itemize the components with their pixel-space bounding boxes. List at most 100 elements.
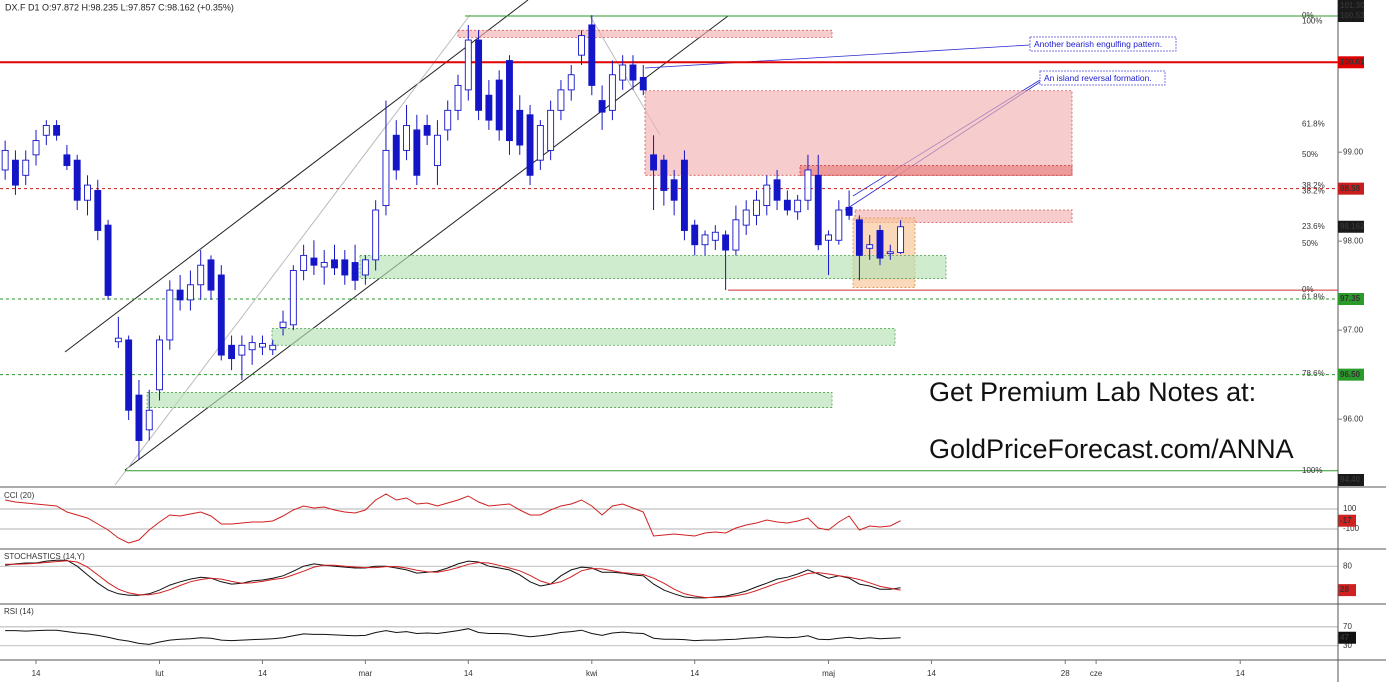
y-tick-label: 100: [1343, 504, 1357, 513]
candle-body: [423, 125, 431, 136]
candle-body: [629, 64, 637, 81]
price-tag: [1338, 293, 1364, 306]
indicators: CCI (20) -100 100 -17 STOCHASTICS (14,Y) 80 28…: [0, 491, 1360, 650]
indicator-line: [5, 560, 901, 598]
candle-body: [855, 219, 863, 256]
candle-body: [444, 109, 452, 131]
candle-body: [104, 224, 112, 296]
candle-body: [588, 24, 596, 86]
x-tick-label: mar: [358, 669, 372, 678]
y-tick-label: 80: [1343, 561, 1352, 570]
candle-body: [310, 257, 318, 266]
y-tick-label: 97.00: [1343, 325, 1364, 334]
candle-body: [433, 134, 441, 166]
value-tag: [1338, 514, 1356, 527]
zone: [271, 327, 896, 346]
y-tick-label: 96.00: [1343, 414, 1364, 423]
price-tag: [1338, 368, 1364, 381]
candle-body: [773, 179, 781, 201]
candle-body: [753, 199, 760, 216]
candle-body: [32, 140, 40, 156]
x-tick-label: maj: [822, 669, 835, 678]
indicator-line: [5, 493, 901, 544]
zone: [644, 90, 1073, 176]
price-tag: [1338, 56, 1364, 69]
candle-body: [156, 339, 163, 391]
x-tick-label: 28: [1061, 669, 1070, 678]
zone: [359, 255, 947, 279]
axes: 14 lut 14 mar 14 kwi 14 maj 14 28 cze 14 96.00 97.00 9…: [32, 0, 1365, 678]
price-tag-label: 101.30: [1340, 1, 1365, 10]
candle-body: [783, 199, 791, 211]
annotation-box: [1029, 36, 1177, 52]
candle-body: [392, 134, 400, 171]
candle-body: [186, 284, 194, 301]
candle-body: [598, 100, 606, 113]
x-tick-label: 14: [690, 669, 699, 678]
candle-body: [351, 262, 359, 281]
candle-body: [94, 189, 102, 231]
candle-body: [835, 209, 843, 241]
price-tag-label: 100.01: [1340, 57, 1365, 66]
annotation: An island reversal formation.: [1044, 73, 1152, 83]
price-tag: [1338, 220, 1364, 233]
candle-body: [228, 344, 236, 360]
candle-body: [485, 94, 493, 121]
candle-body: [866, 244, 874, 249]
candle-body: [670, 179, 678, 201]
candle-body: [506, 60, 513, 142]
fib-label: 50%: [1302, 150, 1318, 159]
value-tag-label: -17: [1340, 516, 1352, 525]
candle-body: [217, 274, 225, 356]
x-tick-label: lut: [155, 669, 164, 678]
price-tag-label: 98.59: [1340, 184, 1361, 193]
candle-body: [341, 259, 349, 276]
candle-body: [73, 159, 81, 201]
zone: [799, 165, 1073, 176]
candle-body: [876, 230, 884, 259]
candle-body: [639, 76, 647, 91]
candle-body: [382, 149, 390, 207]
promo-text: GoldPriceForecast.com/ANNA: [929, 434, 1294, 464]
candle-body: [578, 35, 585, 56]
candle-body: [814, 174, 822, 246]
indicator-title: RSI (14): [4, 607, 34, 616]
candle-body: [403, 125, 410, 151]
candle-body: [1, 149, 9, 171]
candle-body: [84, 184, 91, 201]
indicator-line: [5, 559, 901, 599]
fib-label: 23.6%: [1302, 222, 1325, 231]
candle-body: [722, 234, 730, 251]
candle-body: [650, 154, 658, 171]
candle-body: [495, 79, 503, 131]
candle-body: [125, 339, 133, 411]
price-tag-label: 96.50: [1340, 370, 1361, 379]
candle-body: [845, 206, 853, 216]
candle-body: [269, 344, 277, 351]
candle-body: [516, 109, 524, 146]
y-tick-label: 70: [1343, 622, 1352, 631]
candle-body: [248, 342, 256, 351]
candle-body: [372, 209, 380, 261]
zones: [146, 29, 1073, 408]
candle-body: [289, 270, 297, 326]
price-tag-label: 94.40: [1340, 475, 1361, 484]
price-tag: [1338, 0, 1364, 12]
candle-body: [279, 321, 287, 328]
candle-body: [63, 154, 71, 166]
price-tag: [1338, 182, 1364, 195]
fib-label: 50%: [1302, 239, 1318, 248]
x-tick-label: 14: [1236, 669, 1245, 678]
x-tick-label: 14: [32, 669, 41, 678]
promo-text: Get Premium Lab Notes at:: [929, 377, 1256, 407]
candle-body: [794, 199, 802, 213]
candle-body: [711, 231, 719, 241]
value-tag: [1338, 584, 1356, 597]
candle-body: [732, 219, 740, 251]
annotation-box: [1039, 70, 1166, 86]
candle-body: [608, 74, 616, 111]
x-tick-label: cze: [1090, 669, 1103, 678]
y-tick-label: -100: [1343, 524, 1360, 533]
candle-body: [567, 74, 575, 91]
